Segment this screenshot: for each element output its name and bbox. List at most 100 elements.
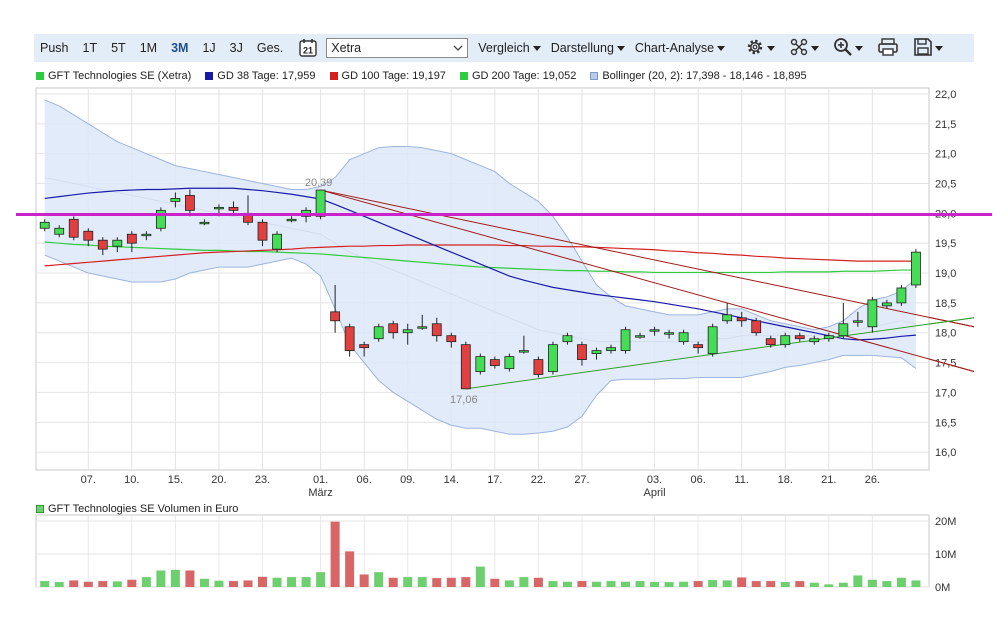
volume-bar — [679, 581, 689, 587]
candle — [649, 329, 660, 332]
save-button[interactable] — [913, 37, 944, 60]
legend-item-gd100[interactable]: GD 100 Tage: 19,197 — [329, 70, 446, 82]
candle — [635, 335, 645, 338]
candle — [475, 356, 486, 372]
volume-bar — [548, 581, 558, 587]
zoom-button[interactable] — [833, 37, 864, 60]
volume-bar — [882, 581, 892, 587]
candle — [330, 311, 341, 322]
volume-bar — [185, 570, 195, 587]
candle — [402, 329, 413, 334]
legend-item-gd200[interactable]: GD 200 Tage: 19,052 — [459, 70, 577, 82]
x-tick-label: 09. — [400, 474, 415, 486]
volume-plot-frame — [35, 514, 930, 588]
x-tick-label: 15. — [168, 474, 183, 486]
candle — [170, 198, 181, 202]
period-push[interactable]: Push — [40, 41, 69, 55]
print-button[interactable] — [877, 37, 899, 60]
x-tick-label: 18. — [778, 474, 793, 486]
volume-bar — [345, 551, 355, 587]
period-1t[interactable]: 1T — [82, 41, 98, 55]
menu-darstellung[interactable]: Darstellung — [551, 41, 625, 55]
chevron-down-icon — [453, 41, 463, 55]
period-ges[interactable]: Ges. — [256, 41, 284, 55]
candle — [489, 359, 500, 366]
candle — [199, 221, 210, 225]
volume-bar — [504, 580, 514, 587]
candle — [809, 338, 820, 343]
exchange-select[interactable]: Xetra — [326, 38, 469, 58]
volume-bar — [388, 577, 398, 587]
volume-bar — [635, 581, 645, 587]
legend-label: GD 200 Tage: 19,052 — [471, 70, 577, 82]
period-3j[interactable]: 3J — [229, 41, 243, 55]
volume-bar — [127, 579, 137, 587]
legend-item-bollinger[interactable]: Bollinger (20, 2): 17,398 - 18,146 - 18,… — [590, 70, 807, 82]
y-tick-label: 16,5 — [935, 417, 956, 429]
candle — [39, 221, 50, 229]
volume-bar — [432, 578, 442, 587]
x-tick-label: 26. — [865, 474, 880, 486]
volume-bar — [475, 566, 485, 587]
volume-bar — [112, 581, 122, 587]
volume-bar — [780, 582, 790, 587]
indicator-button[interactable] — [789, 37, 820, 60]
y-tick-label: 16,0 — [935, 447, 956, 459]
caret-down-icon — [767, 45, 776, 51]
legend-item-gd38[interactable]: GD 38 Tage: 17,959 — [205, 70, 316, 82]
trendline-extension — [928, 317, 975, 325]
menu-vergleich[interactable]: Vergleich — [478, 41, 541, 55]
volume-bar — [533, 577, 543, 587]
volume-bar — [562, 581, 572, 587]
volume-bar — [403, 577, 413, 587]
y-tick-label: 22,0 — [935, 89, 956, 101]
candle — [823, 335, 834, 340]
period-5t[interactable]: 5T — [111, 41, 126, 55]
x-tick-label: 21. — [821, 474, 836, 486]
save-icon — [913, 37, 933, 60]
period-1j[interactable]: 1J — [202, 41, 216, 55]
x-tick-label: 14. — [444, 474, 459, 486]
x-tick-label: 06. — [357, 474, 372, 486]
menu-chart-analyse[interactable]: Chart-Analyse — [635, 41, 726, 55]
candle — [518, 350, 529, 353]
volume-bar — [446, 577, 456, 587]
volume-bar — [98, 581, 108, 587]
candle — [794, 335, 805, 340]
trendline — [320, 189, 975, 328]
candle — [417, 326, 428, 329]
volume-bar — [751, 581, 761, 587]
legend-swatch — [36, 72, 44, 80]
x-tick-label: 06. — [690, 474, 705, 486]
gd100-line — [44, 244, 916, 267]
caret-down-icon — [811, 45, 820, 51]
candle — [867, 299, 878, 328]
legend-swatch — [205, 72, 214, 80]
candle — [83, 230, 94, 241]
exchange-value: Xetra — [331, 41, 362, 55]
volume-tick-label: 20M — [935, 516, 956, 528]
y-tick-label: 17,0 — [935, 387, 956, 399]
candle — [562, 335, 573, 343]
volume-bar — [708, 580, 718, 587]
price-chart: 22,021,521,020,520,019,519,018,518,017,5… — [16, 87, 992, 499]
candle — [548, 344, 558, 372]
legend-item-price[interactable]: GFT Technologies SE (Xetra) — [36, 70, 191, 82]
volume-bar — [199, 578, 209, 587]
volume-bar — [824, 584, 834, 587]
candle — [54, 227, 65, 235]
candle — [751, 320, 762, 334]
volume-bar — [141, 577, 151, 587]
legend-label: GD 100 Tage: 19,197 — [341, 70, 446, 82]
period-3m[interactable]: 3M — [171, 41, 189, 55]
volume-bar — [591, 581, 601, 587]
x-tick-label: 11. — [734, 474, 748, 486]
candle — [838, 323, 849, 337]
volume-bar — [809, 582, 819, 587]
trendline-extension — [928, 358, 975, 372]
calendar-icon[interactable]: 21 — [298, 38, 318, 58]
period-1m[interactable]: 1M — [139, 41, 158, 55]
settings-button[interactable] — [745, 37, 776, 60]
candle — [693, 344, 704, 349]
candle — [707, 326, 718, 355]
